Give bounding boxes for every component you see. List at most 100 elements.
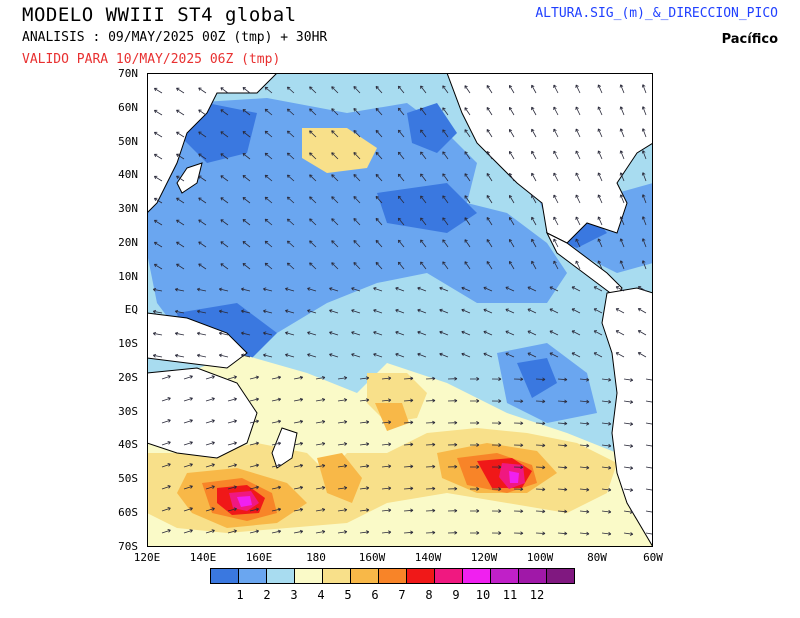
direction-arrow — [227, 441, 237, 446]
direction-arrow — [198, 131, 207, 138]
direction-arrow — [483, 308, 493, 314]
direction-arrow — [220, 153, 229, 160]
direction-arrow — [329, 309, 339, 314]
direction-arrow — [442, 107, 449, 116]
direction-arrow — [183, 419, 193, 424]
direction-arrow — [637, 330, 647, 336]
wave-region-1m — [517, 358, 557, 398]
direction-arrow — [417, 330, 427, 336]
direction-arrow — [337, 486, 348, 490]
direction-arrow — [227, 507, 237, 512]
direction-arrow — [641, 84, 647, 94]
direction-arrow — [442, 261, 449, 270]
lon-label: 80W — [587, 551, 607, 564]
direction-arrow — [285, 331, 295, 336]
lat-label: 50S — [118, 472, 138, 485]
direction-arrow — [397, 129, 405, 138]
direction-arrow — [531, 194, 537, 204]
lat-label: 60N — [118, 101, 138, 114]
direction-arrow — [397, 195, 405, 204]
direction-arrow — [331, 152, 339, 160]
direction-arrow — [505, 308, 515, 314]
direction-arrow — [439, 286, 449, 292]
direction-arrow — [461, 308, 471, 314]
lon-label: 100W — [526, 551, 554, 564]
direction-arrow — [375, 261, 383, 270]
direction-arrow — [242, 131, 251, 138]
direction-arrow — [553, 238, 559, 248]
direction-arrow — [557, 377, 568, 382]
direction-arrow — [641, 150, 647, 160]
direction-arrow — [425, 376, 436, 381]
direction-arrow — [553, 106, 559, 116]
direction-arrow — [329, 331, 339, 336]
direction-arrow — [615, 352, 625, 358]
direction-arrow — [509, 194, 515, 204]
direction-arrow — [198, 219, 207, 226]
direction-arrow — [205, 463, 215, 468]
lat-label: 40S — [118, 438, 138, 451]
direction-arrow — [359, 464, 370, 469]
direction-arrow — [218, 331, 229, 336]
direction-arrow — [579, 509, 590, 514]
direction-arrow — [486, 217, 493, 226]
direction-arrow — [183, 485, 193, 490]
lat-label: EQ — [124, 303, 138, 316]
direction-arrow — [227, 375, 237, 380]
colorbar-label: 12 — [529, 588, 545, 602]
direction-arrow — [535, 465, 546, 470]
lat-label: 20N — [118, 236, 138, 249]
direction-arrow — [403, 376, 414, 381]
direction-arrow — [381, 420, 392, 425]
direction-arrow — [315, 464, 326, 468]
direction-arrow — [597, 106, 603, 116]
direction-arrow — [249, 375, 259, 380]
direction-arrow — [242, 109, 251, 116]
direction-arrow — [619, 194, 625, 204]
direction-arrow — [397, 217, 405, 226]
direction-arrow — [198, 241, 207, 248]
direction-arrow — [176, 131, 185, 138]
direction-arrow — [264, 218, 273, 226]
direction-arrow — [285, 353, 295, 358]
direction-arrow — [241, 353, 251, 358]
direction-arrow — [331, 130, 339, 138]
direction-arrow — [395, 308, 405, 314]
direction-arrow — [397, 261, 405, 270]
direction-arrow — [571, 286, 581, 292]
direction-arrow — [307, 287, 317, 292]
lat-label: 10N — [118, 270, 138, 283]
direction-arrow — [619, 216, 625, 226]
direction-arrow — [513, 421, 524, 426]
direction-arrow — [205, 441, 215, 446]
direction-arrow — [152, 287, 163, 292]
direction-arrow — [353, 108, 361, 116]
direction-arrow — [575, 150, 581, 160]
colorbar-label: 2 — [263, 588, 271, 602]
direction-arrow — [381, 376, 392, 381]
direction-arrow — [623, 532, 634, 536]
lat-label: 50N — [118, 135, 138, 148]
direction-arrow — [593, 308, 603, 314]
direction-arrow — [425, 420, 436, 425]
direction-arrow — [619, 260, 625, 270]
direction-arrow — [486, 261, 493, 270]
direction-arrow — [579, 465, 590, 470]
direction-arrow — [286, 152, 295, 160]
direction-arrow — [509, 260, 515, 270]
direction-arrow — [557, 399, 568, 404]
direction-arrow — [220, 219, 229, 226]
direction-arrow — [513, 509, 524, 514]
direction-arrow — [641, 260, 647, 270]
direction-arrow — [637, 286, 647, 292]
colorbar-label: 3 — [290, 588, 298, 602]
direction-arrow — [205, 485, 215, 490]
direction-arrow — [331, 240, 339, 248]
direction-arrow — [337, 398, 348, 402]
direction-arrow — [593, 286, 603, 292]
direction-arrow — [353, 174, 361, 182]
direction-arrow — [161, 485, 171, 490]
direction-arrow — [315, 530, 326, 534]
direction-arrow — [353, 196, 361, 204]
direction-arrow — [535, 509, 546, 514]
